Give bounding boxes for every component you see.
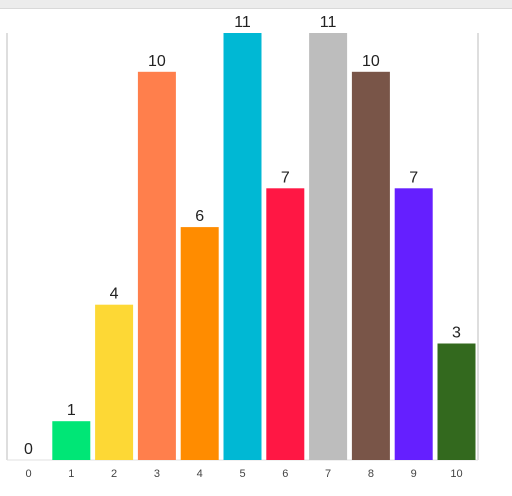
data-label-4: 6	[195, 208, 204, 225]
x-tick-label-6: 6	[282, 468, 288, 480]
x-tick-label-5: 5	[239, 468, 245, 480]
bar-10	[437, 343, 476, 460]
bar-6	[266, 188, 305, 461]
x-tick-label-2: 2	[111, 468, 117, 480]
data-label-10: 3	[452, 325, 461, 342]
data-label-0: 0	[24, 441, 33, 458]
data-label-6: 7	[281, 169, 290, 186]
x-tick-label-10: 10	[450, 468, 462, 480]
data-label-9: 7	[409, 169, 418, 186]
data-label-2: 4	[110, 286, 119, 303]
x-tick-label-9: 9	[411, 468, 417, 480]
bar-7	[309, 33, 348, 460]
bar-3	[137, 71, 176, 461]
x-tick-label-4: 4	[197, 468, 203, 480]
data-label-3: 10	[148, 53, 166, 70]
data-label-8: 10	[362, 53, 380, 70]
bar-9	[394, 188, 433, 461]
x-tick-labels: 0 1 2 3 4 5 6 7 8 9 10	[25, 468, 462, 480]
x-tick-label-7: 7	[325, 468, 331, 480]
x-tick-label-3: 3	[154, 468, 160, 480]
x-tick-label-8: 8	[368, 468, 374, 480]
bars-group	[52, 33, 476, 461]
bar-5	[223, 33, 262, 460]
x-tick-label-1: 1	[68, 468, 74, 480]
bar-2	[95, 304, 134, 460]
x-tick-label-0: 0	[25, 468, 31, 480]
bar-8	[351, 71, 390, 461]
data-label-1: 1	[67, 402, 76, 419]
bar-1	[52, 421, 91, 460]
bar-4	[180, 227, 219, 460]
data-label-7: 11	[320, 14, 337, 31]
window-top-strip	[0, 0, 512, 9]
data-label-5: 11	[234, 14, 251, 31]
